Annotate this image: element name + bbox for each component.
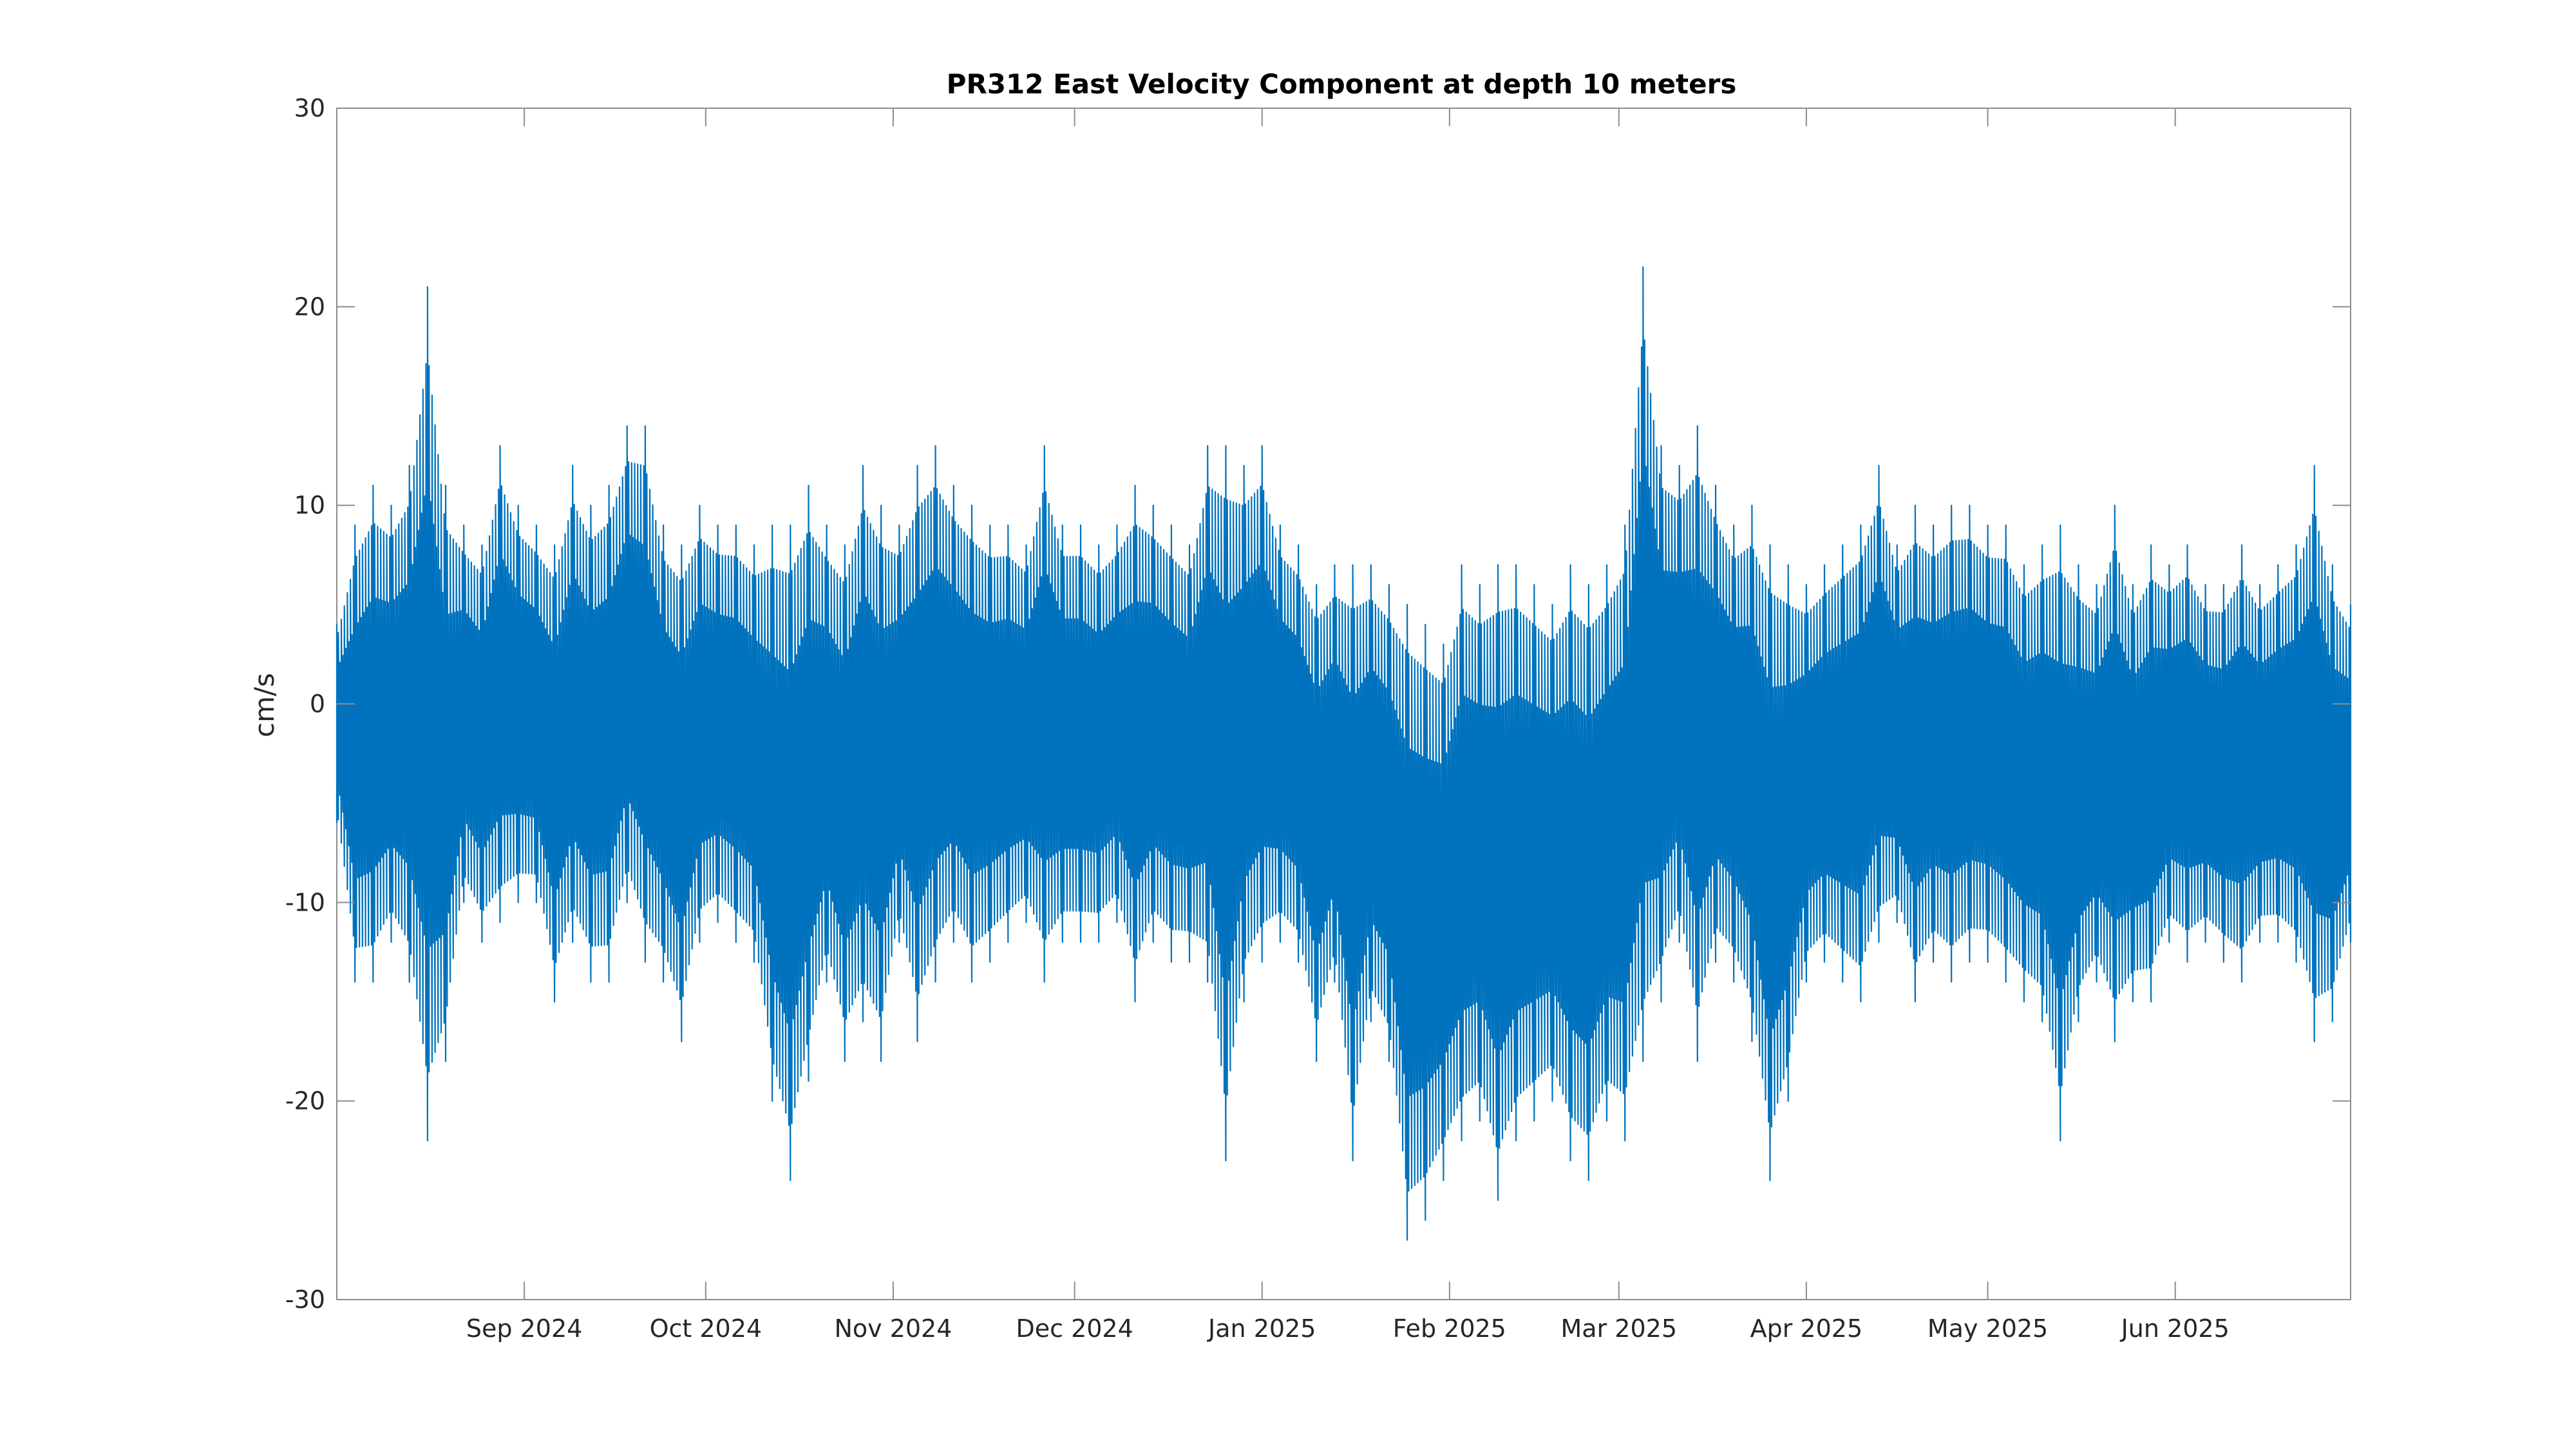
x-tick-label: Feb 2025 xyxy=(1393,1314,1506,1343)
x-tick-label: Oct 2024 xyxy=(650,1314,762,1343)
x-tick-label: Apr 2025 xyxy=(1750,1314,1863,1343)
tick-layer: -30 -20 -10 0 10 20 30 Sep 2024 Oct 2024 Nov 2024… xyxy=(285,94,2351,1343)
series-line-0 xyxy=(336,266,2352,1241)
x-tick-label: Sep 2024 xyxy=(466,1314,582,1343)
x-tick-label: Mar 2025 xyxy=(1561,1314,1677,1343)
x-tick-label: Jan 2025 xyxy=(1207,1314,1316,1343)
y-tick-label: -20 xyxy=(285,1087,325,1115)
x-tick-label: May 2025 xyxy=(1927,1314,2048,1343)
y-tick-label: 30 xyxy=(294,94,325,122)
y-tick-label: 0 xyxy=(310,690,325,718)
series-layer xyxy=(336,266,2352,1241)
y-axis-label: cm/s xyxy=(249,673,280,737)
chart-title: PR312 East Velocity Component at depth 1… xyxy=(947,68,1737,100)
x-tick-label: Nov 2024 xyxy=(834,1314,952,1343)
x-tick-label: Dec 2024 xyxy=(1016,1314,1133,1343)
y-tick-label: -10 xyxy=(285,888,325,916)
x-tick-label: Jun 2025 xyxy=(2120,1314,2230,1343)
plot-area: -30 -20 -10 0 10 20 30 Sep 2024 Oct 2024 Nov 2024… xyxy=(285,94,2352,1343)
y-tick-label: 20 xyxy=(294,292,325,321)
y-tick-label: 10 xyxy=(294,491,325,520)
y-tick-label: -30 xyxy=(285,1285,325,1314)
